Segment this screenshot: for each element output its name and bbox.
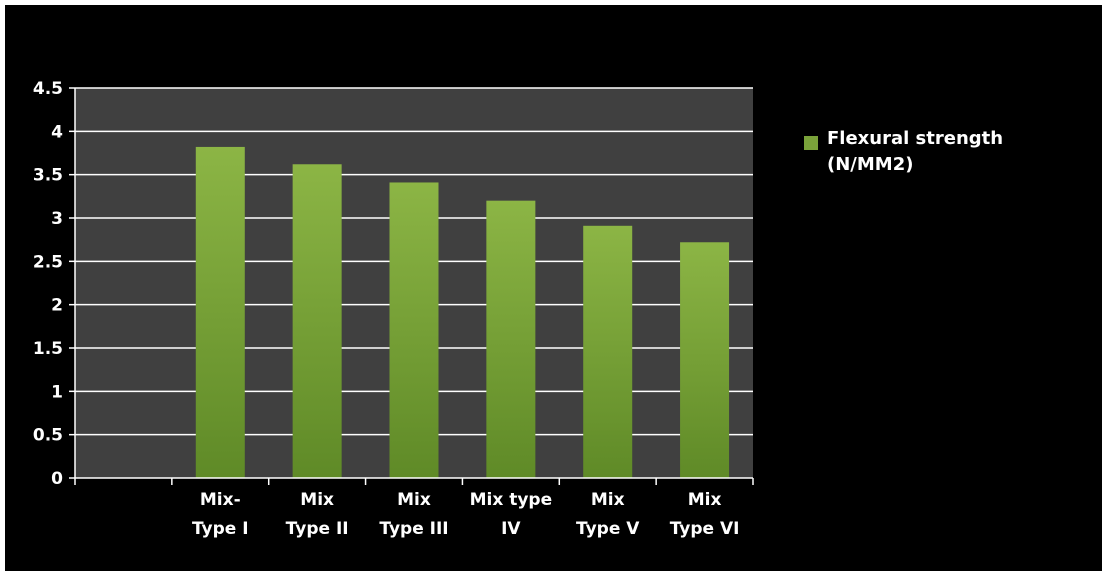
bar bbox=[195, 146, 245, 478]
x-tick-label: Mix type IV bbox=[470, 490, 553, 539]
y-tick-label: 4 bbox=[51, 122, 63, 142]
bar-chart: 0 0.5 1 1.5 2 2.5 3 3.5 4 4.5 Mix-Type I Mix Type I… bbox=[33, 79, 1003, 539]
y-tick-label: 2 bbox=[51, 296, 63, 316]
bar bbox=[583, 225, 633, 478]
bar bbox=[486, 200, 536, 478]
axes bbox=[69, 87, 754, 485]
y-tick-label: 3 bbox=[51, 209, 63, 229]
chart-frame: 0 0.5 1 1.5 2 2.5 3 3.5 4 4.5 Mix-Type I Mix Type I… bbox=[5, 5, 1102, 571]
x-tick-label: Mix Type V bbox=[576, 490, 640, 539]
y-tick-label: 1 bbox=[51, 382, 63, 402]
y-tick-label: 0 bbox=[51, 469, 63, 489]
x-tick-label: Mix-Type I bbox=[192, 490, 249, 539]
bar bbox=[680, 242, 730, 478]
y-tick-label: 2.5 bbox=[33, 252, 63, 272]
x-tick-label: Mix Type III bbox=[379, 490, 448, 539]
bars bbox=[195, 146, 730, 478]
x-tick-label: Mix Type II bbox=[286, 490, 349, 539]
legend-swatch bbox=[804, 136, 818, 150]
x-tick-label: Mix Type VI bbox=[670, 490, 740, 539]
legend-label: Flexural strength (N/MM2) bbox=[827, 128, 1003, 175]
bar bbox=[292, 164, 342, 478]
y-axis-tick-labels: 0 0.5 1 1.5 2 2.5 3 3.5 4 4.5 bbox=[33, 79, 63, 489]
y-tick-label: 1.5 bbox=[33, 339, 63, 359]
y-tick-label: 0.5 bbox=[33, 426, 63, 446]
legend: Flexural strength (N/MM2) bbox=[804, 128, 1003, 175]
bar bbox=[389, 182, 439, 478]
x-axis-tick-labels: Mix-Type I Mix Type II Mix Type III Mix type I… bbox=[192, 490, 739, 539]
y-tick-label: 3.5 bbox=[33, 166, 63, 186]
y-tick-label: 4.5 bbox=[33, 79, 63, 99]
